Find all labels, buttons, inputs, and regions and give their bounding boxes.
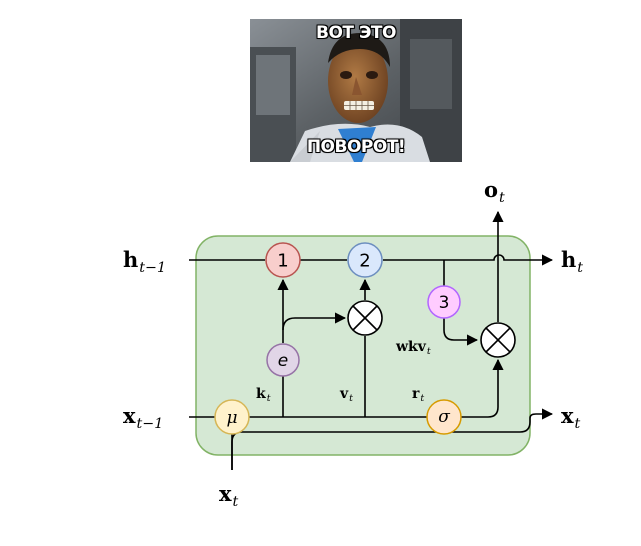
sigma-node: σ — [426, 399, 462, 435]
label-v: vt — [340, 386, 353, 405]
label-wkv: wkvt — [396, 339, 431, 358]
multiply-node-kv — [347, 300, 383, 336]
label-h-out: ht — [561, 247, 584, 276]
r-to-gate-arrow — [460, 358, 504, 418]
node-2-label: 2 — [359, 251, 370, 272]
multiply-node-gate — [480, 322, 516, 358]
label-k: kt — [256, 386, 271, 405]
node-1-label: 1 — [277, 251, 288, 272]
label-x-in: xt — [219, 481, 239, 510]
label-x-out: xt — [561, 403, 581, 432]
node3-to-gate-arrow — [443, 318, 479, 346]
x-through-path — [231, 408, 554, 470]
mu-node-label: μ — [226, 408, 237, 428]
node-1: 1 — [265, 242, 301, 278]
meme-scene — [250, 19, 462, 162]
mu-node: μ — [214, 399, 250, 435]
node-2: 2 — [347, 242, 383, 278]
meme-caption-top: ВОТ ЭТО — [316, 23, 396, 43]
node-3: 3 — [427, 285, 461, 319]
label-h-prev: ht−1 — [123, 247, 167, 276]
e-to-mult-arrow — [282, 312, 347, 331]
label-r: rt — [412, 386, 425, 405]
meme-caption-bottom: ПОВОРОТ! — [306, 137, 406, 157]
e-node: e — [266, 343, 300, 377]
e-node-label: e — [278, 351, 288, 371]
meme-image: ВОТ ЭТО ПОВОРОТ! — [250, 19, 462, 162]
sigma-node-label: σ — [438, 407, 450, 427]
h-line-out — [383, 254, 554, 266]
node-3-label: 3 — [439, 293, 450, 313]
label-x-prev: xt−1 — [123, 403, 164, 432]
label-o-out: ot — [484, 177, 505, 206]
